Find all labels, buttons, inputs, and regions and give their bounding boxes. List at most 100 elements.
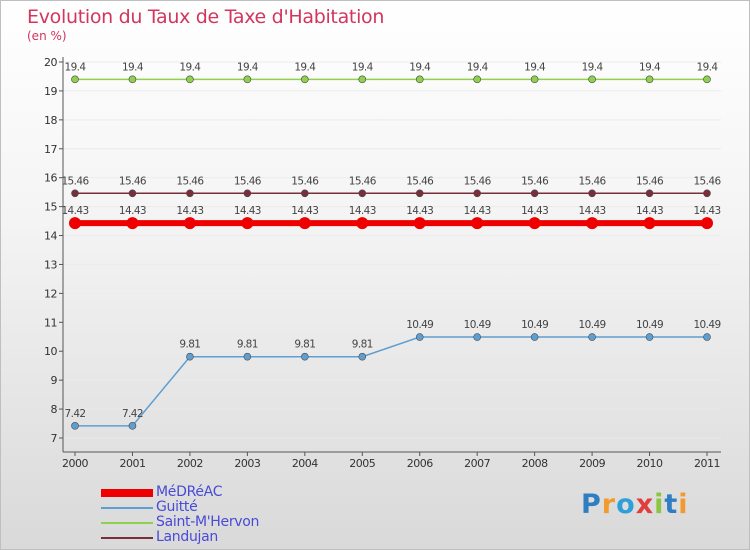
data-label: 15.46 bbox=[406, 175, 434, 187]
data-point bbox=[356, 217, 369, 230]
data-label: 14.43 bbox=[406, 205, 433, 217]
data-label: 7.42 bbox=[65, 408, 86, 420]
data-point bbox=[530, 333, 539, 341]
logo-letter: P bbox=[581, 489, 602, 520]
data-label: 14.43 bbox=[61, 205, 88, 217]
logo-letter: t bbox=[664, 489, 679, 520]
data-point bbox=[71, 422, 79, 430]
data-label: 15.46 bbox=[464, 175, 492, 187]
data-point bbox=[243, 352, 252, 361]
data-point bbox=[703, 75, 711, 84]
data-label: 15.46 bbox=[176, 175, 204, 187]
data-point bbox=[645, 75, 654, 84]
y-tick-label: 13 bbox=[44, 258, 57, 271]
data-label: 15.46 bbox=[349, 175, 377, 187]
data-point bbox=[186, 189, 194, 198]
data-label: 15.46 bbox=[579, 175, 607, 187]
data-point bbox=[301, 352, 309, 361]
data-point bbox=[530, 75, 539, 84]
y-tick-label: 14 bbox=[44, 230, 57, 243]
data-label: 10.49 bbox=[579, 319, 606, 331]
data-point bbox=[358, 75, 367, 84]
line-chart: 7 8 9 10 11 12 13 14 15 16 17 18 19 20 2000 2001 2002 200… bbox=[44, 56, 722, 470]
data-point bbox=[701, 217, 713, 230]
x-tick-label: 2001 bbox=[119, 457, 145, 470]
data-point bbox=[528, 217, 541, 230]
x-tick-label: 2005 bbox=[349, 457, 375, 470]
data-label: 14.43 bbox=[349, 205, 376, 217]
y-tick-label: 16 bbox=[44, 172, 57, 185]
x-tick-label: 2006 bbox=[407, 457, 433, 470]
data-point bbox=[586, 217, 599, 230]
data-point bbox=[703, 189, 711, 198]
data-label: 19.4 bbox=[697, 61, 719, 73]
data-point bbox=[71, 189, 79, 198]
data-label: 19.4 bbox=[352, 61, 374, 73]
data-point bbox=[415, 333, 424, 341]
data-label: 14.43 bbox=[119, 205, 146, 217]
data-label: 14.43 bbox=[234, 205, 261, 217]
y-tick-label: 17 bbox=[44, 143, 57, 156]
proxiti-logo: Proxiti bbox=[581, 489, 689, 520]
data-label: 19.4 bbox=[467, 61, 489, 73]
x-tick-label: 2002 bbox=[177, 457, 203, 470]
data-point bbox=[301, 75, 309, 84]
data-label: 9.81 bbox=[237, 339, 258, 351]
legend-swatch-landujan bbox=[101, 537, 153, 539]
data-label: 14.43 bbox=[291, 205, 318, 217]
data-point bbox=[703, 333, 711, 341]
legend-label-medreac: MéDRéAC bbox=[156, 484, 223, 500]
data-label: 19.4 bbox=[294, 61, 316, 73]
y-tick-label: 19 bbox=[44, 85, 57, 98]
y-tick-label: 15 bbox=[44, 201, 57, 214]
data-point bbox=[473, 333, 481, 341]
legend-swatch-guitte bbox=[101, 507, 153, 509]
data-point bbox=[128, 75, 137, 84]
data-point bbox=[69, 217, 81, 230]
y-tick-label: 9 bbox=[51, 374, 58, 387]
data-label: 10.49 bbox=[464, 319, 491, 331]
data-point bbox=[645, 333, 654, 341]
data-label: 14.43 bbox=[693, 205, 720, 217]
data-point bbox=[415, 75, 424, 84]
legend-label-saint-mhervon: Saint-M'Hervon bbox=[156, 514, 260, 530]
data-point bbox=[186, 352, 194, 361]
data-label: 10.49 bbox=[406, 319, 433, 331]
data-point bbox=[128, 189, 137, 198]
logo-letter: i bbox=[678, 489, 689, 520]
x-tick-label: 2007 bbox=[464, 457, 490, 470]
legend-label-guitte: Guitté bbox=[156, 499, 198, 515]
x-tick-label: 2004 bbox=[292, 457, 318, 470]
data-point bbox=[358, 189, 367, 198]
x-tick-label: 2000 bbox=[62, 457, 88, 470]
data-point bbox=[126, 217, 139, 230]
data-label: 19.4 bbox=[65, 61, 87, 73]
data-label: 9.81 bbox=[352, 339, 373, 351]
data-point bbox=[358, 352, 367, 361]
data-point bbox=[243, 189, 252, 198]
logo-letter: x bbox=[635, 489, 655, 520]
data-label: 15.46 bbox=[119, 175, 147, 187]
data-label: 15.46 bbox=[521, 175, 549, 187]
y-tick-label: 18 bbox=[44, 114, 57, 127]
data-point bbox=[415, 189, 424, 198]
data-point bbox=[71, 75, 79, 84]
data-point bbox=[473, 75, 481, 84]
y-tick-label: 8 bbox=[51, 403, 58, 416]
logo-letter: o bbox=[616, 489, 636, 520]
data-point bbox=[588, 333, 596, 341]
data-label: 10.49 bbox=[693, 319, 720, 331]
data-point bbox=[243, 75, 252, 84]
data-label: 14.43 bbox=[521, 205, 548, 217]
data-label: 15.46 bbox=[636, 175, 664, 187]
data-label: 10.49 bbox=[521, 319, 548, 331]
data-point bbox=[643, 217, 656, 230]
data-label: 9.81 bbox=[179, 339, 200, 351]
data-point bbox=[183, 217, 196, 230]
x-tick-label: 2008 bbox=[522, 457, 548, 470]
x-tick-label: 2010 bbox=[637, 457, 663, 470]
data-label: 14.43 bbox=[636, 205, 663, 217]
data-point bbox=[186, 75, 194, 84]
legend-swatch-medreac bbox=[101, 489, 153, 497]
y-tick-label: 10 bbox=[44, 345, 57, 358]
